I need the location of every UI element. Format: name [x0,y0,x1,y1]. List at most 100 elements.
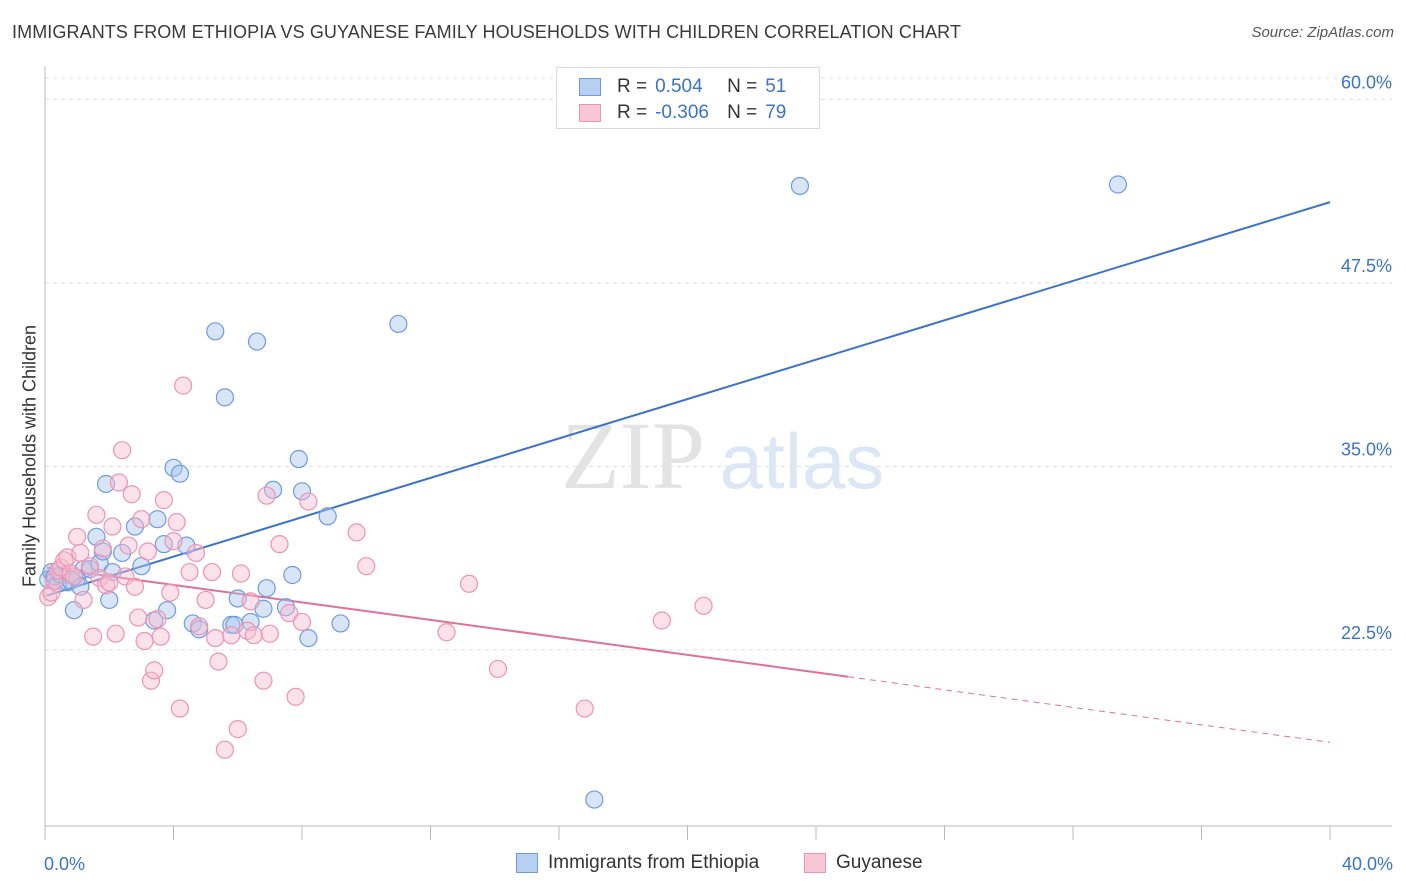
guyanese-point [215,740,234,759]
guyanese-point [151,627,170,646]
guyanese-point [129,608,148,627]
y-tick-labels: 22.5% 35.0% 47.5% 60.0% [1341,72,1392,642]
ethiopia-point [170,464,190,483]
gridlines [45,77,1392,651]
guyanese-point [270,535,289,554]
x-tick-label: 40.0% [1342,854,1393,874]
legend-swatch-blue [579,78,601,96]
trendlines [46,201,1331,743]
guyanese-point [170,699,190,718]
legend-r-value: 0.504 [655,76,703,97]
x-tick-labels: 0.0% 40.0% [44,854,1393,874]
guyanese-point [103,517,122,536]
guyanese-point [459,574,479,593]
guyanese-point [228,720,247,739]
guyanese-point [145,661,164,680]
guyanese-point [254,671,273,690]
guyanese-point [488,659,508,679]
x-tick-label: 0.0% [44,854,85,874]
ethiopia-point [292,482,312,501]
ethiopia-point [215,388,234,407]
guyanese-point [161,583,180,602]
guyanese-point [154,491,173,510]
guyanese-point [286,687,305,706]
guyanese-point [167,513,186,532]
y-axis-label: Family Households with Children [19,324,40,588]
guyanese-point [106,624,125,643]
ethiopia-point [112,543,132,563]
ethiopia-point [331,614,350,633]
guyanese-point [125,577,145,596]
guyanese-point [100,573,119,592]
guyanese-point [357,557,376,576]
guyanese-point [209,652,228,671]
correlation-legend: R = 0.504 N = 51 R = -0.306 N = 79 [556,67,820,129]
ethiopia-point [206,322,225,341]
ethiopia-point [790,176,810,196]
ethiopia-point [148,510,167,529]
guyanese-point [132,510,151,529]
guyanese-point [90,568,109,588]
ethiopia-point [585,790,604,809]
guyanese-point [112,441,132,460]
guyanese-point [96,576,116,595]
ethiopia-point [389,314,408,334]
guyanese-point [174,376,193,395]
guyanese-point [186,543,206,563]
guyanese-point [180,562,199,582]
guyanese-point [196,590,215,610]
ethiopia-point [125,517,145,536]
legend-swatch-pink [804,853,826,873]
guyanese-point [206,629,225,648]
guyanese-point [244,626,263,645]
legend-n-label: N = [727,102,758,123]
watermark-atlas: atlas [720,417,885,505]
ethiopia-point [283,565,302,585]
watermark-zip: ZIP [561,402,705,509]
watermark: ZIP atlas [561,402,884,509]
guyanese-point [257,486,276,505]
guyanese-point [135,631,154,651]
guyanese-point [138,542,157,561]
guyanese-point [437,623,456,642]
guyanese-point [260,624,279,643]
ethiopia-point [100,590,119,610]
guyanese-point [292,612,312,632]
legend-swatch-pink [579,104,601,122]
ethiopia-point [318,507,337,526]
guyanese-point [190,617,209,636]
legend-swatch-blue [516,853,538,873]
guyanese-point [575,699,594,718]
ethiopia-point [247,332,267,351]
guyanese-point [202,562,222,582]
guyanese-point [109,473,128,492]
legend-item-label: Guyanese [836,852,923,873]
y-tick-label: 60.0% [1341,72,1392,92]
legend-item-ethiopia[interactable]: Immigrants from Ethiopia [516,852,759,874]
legend-n-value: 51 [765,76,787,97]
legend-row-guyanese: R = -0.306 N = 79 [579,100,786,126]
legend-row-ethiopia: R = 0.504 N = 51 [579,74,786,100]
guyanese-point [164,532,183,551]
guyanese-point [61,564,80,583]
guyanese-point [84,627,103,646]
legend-r-label: R = [617,102,648,123]
guyanese-point [71,543,90,563]
guyanese-point [93,539,112,558]
guyanese-point [280,604,299,623]
legend-item-guyanese[interactable]: Guyanese [804,852,923,874]
legend-r-value: -0.306 [655,102,709,123]
y-tick-label: 22.5% [1341,623,1392,643]
guyanese-trendline [46,566,849,678]
guyanese-point [652,611,671,630]
guyanese-point [347,523,366,542]
legend-item-label: Immigrants from Ethiopia [548,852,760,873]
legend-n-value: 79 [765,102,787,123]
legend-n-label: N = [727,76,758,97]
guyanese-point [141,671,161,690]
ethiopia-point [299,629,318,648]
guyanese-point [694,596,713,615]
y-tick-label: 47.5% [1341,256,1392,276]
guyanese-point [148,609,167,629]
